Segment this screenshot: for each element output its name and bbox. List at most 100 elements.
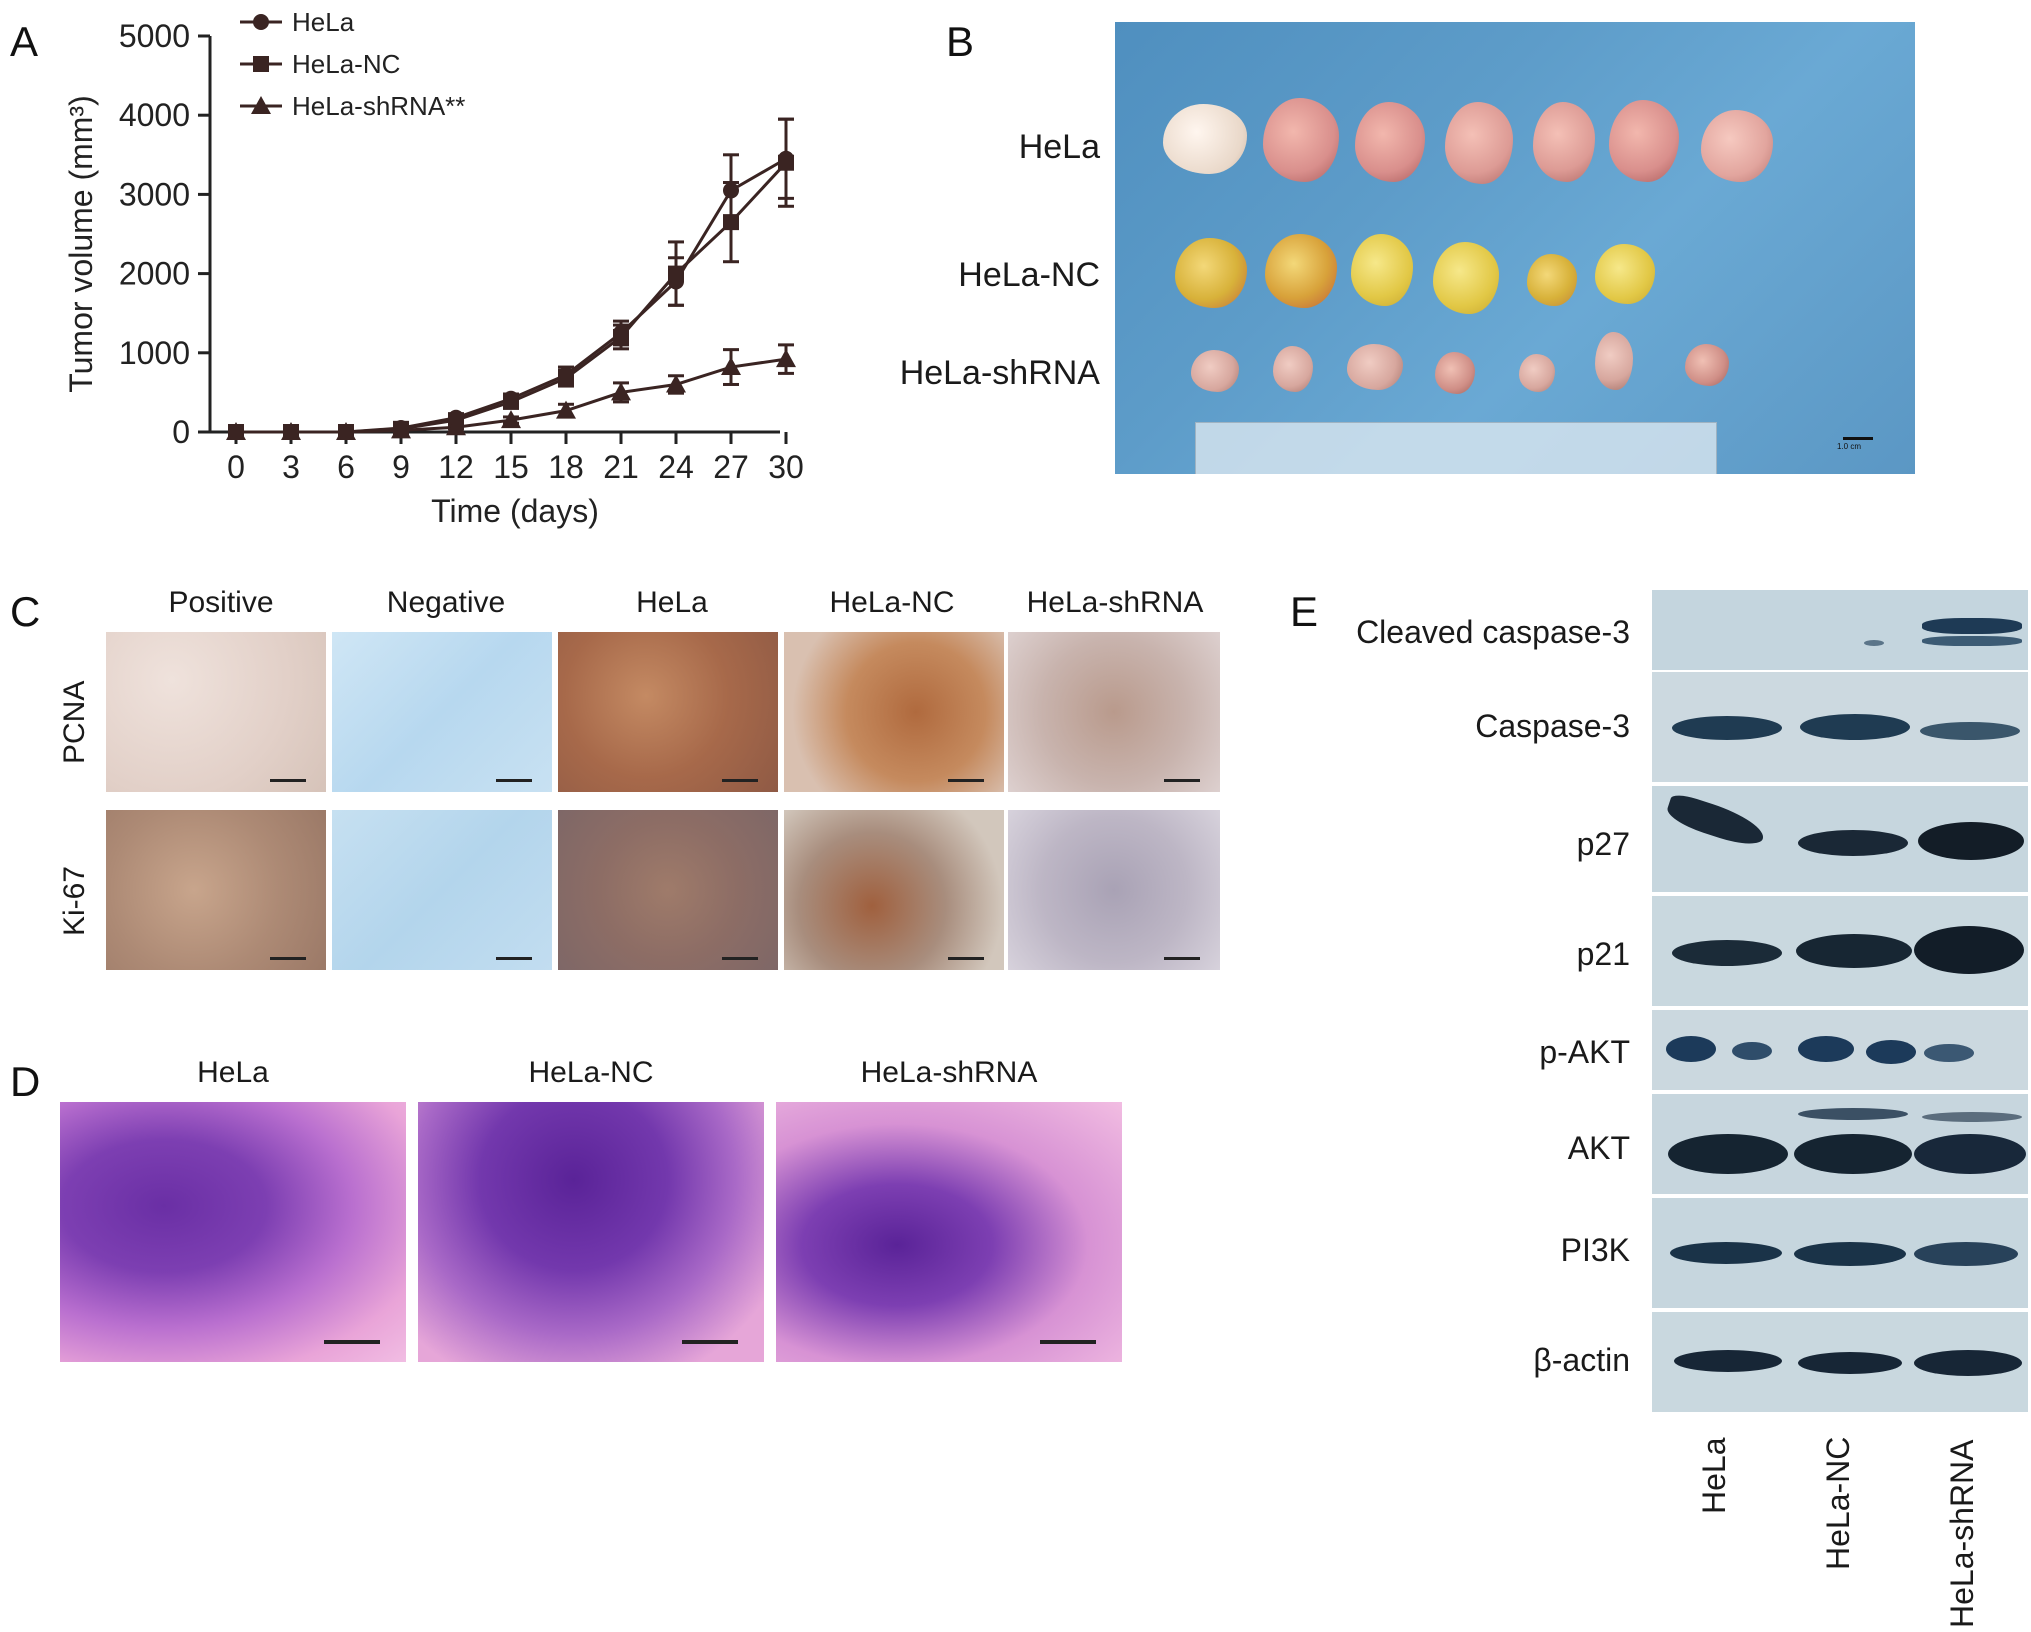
tumor-row-label-shrna: HeLa-shRNA xyxy=(899,354,1100,392)
lane-label-hela-nc: HeLa-NC xyxy=(1820,1436,1856,1570)
he-col-hela-shrna: HeLa-shRNA xyxy=(860,1056,1038,1089)
y-tick-label: 3000 xyxy=(119,176,190,212)
ihc-image xyxy=(558,632,778,792)
he-image xyxy=(60,1102,406,1362)
tumor-hela xyxy=(1163,104,1247,174)
x-tick-label: 6 xyxy=(337,449,355,485)
data-point xyxy=(721,357,741,376)
data-point xyxy=(611,382,631,401)
ihc-row-pcna: PCNA xyxy=(58,680,91,764)
x-tick-label: 3 xyxy=(282,449,300,485)
tumor-hela xyxy=(1263,98,1339,182)
x-axis-label: Time (days) xyxy=(431,493,599,529)
ihc-image xyxy=(332,632,552,792)
y-axis-label: Tumor volume (mm³) xyxy=(63,95,99,392)
tumor-hela-nc xyxy=(1527,254,1577,306)
tumor-row-label-nc: HeLa-NC xyxy=(958,256,1100,294)
data-point xyxy=(723,214,739,231)
ihc-col-hela-shrna: HeLa-shRNA xyxy=(1026,586,1204,619)
x-tick-label: 12 xyxy=(438,449,474,485)
x-tick-label: 0 xyxy=(227,449,245,485)
tumor-row-label-hela: HeLa xyxy=(1018,128,1100,166)
y-tick-label: 0 xyxy=(172,414,190,450)
lane-label-hela-shrna: HeLa-shRNA xyxy=(1944,1439,1980,1628)
ihc-col-negative: Negative xyxy=(386,586,506,619)
x-tick-label: 30 xyxy=(768,449,804,485)
data-point xyxy=(558,370,574,387)
tumor-hela-shrna xyxy=(1273,346,1313,392)
ihc-col-hela: HeLa xyxy=(636,586,708,619)
data-point xyxy=(391,420,411,439)
ruler xyxy=(1195,422,1717,474)
wb-label-pi3k: PI3K xyxy=(1560,1232,1630,1268)
blot-pi3k xyxy=(1652,1198,2028,1308)
legend-marker xyxy=(253,14,269,30)
tumor-hela xyxy=(1533,102,1595,182)
wb-label-beta-actin: β-actin xyxy=(1533,1342,1630,1378)
ihc-row-ki67: Ki-67 xyxy=(58,865,91,936)
wb-label-p27: p27 xyxy=(1576,826,1630,862)
y-tick-label: 5000 xyxy=(119,18,190,54)
blot-beta-actin xyxy=(1652,1312,2028,1412)
ihc-image xyxy=(784,632,1004,792)
legend-marker xyxy=(253,56,269,72)
x-tick-label: 27 xyxy=(713,449,749,485)
ihc-image xyxy=(332,810,552,970)
blot-p21 xyxy=(1652,896,2028,1006)
panel-label-a: A xyxy=(10,18,39,65)
blot-caspase3 xyxy=(1652,672,2028,782)
excised-tumors-photo: 1.0 cm xyxy=(1115,22,1915,474)
ihc-col-hela-nc: HeLa-NC xyxy=(829,586,955,619)
scale-bar-label: 1.0 cm xyxy=(1837,442,1862,451)
he-image xyxy=(418,1102,764,1362)
tumor-hela-shrna xyxy=(1519,354,1555,392)
x-tick-label: 21 xyxy=(603,449,639,485)
wb-label-p-akt: p-AKT xyxy=(1539,1034,1630,1070)
panel-label-b: B xyxy=(946,18,975,65)
data-point xyxy=(336,422,356,440)
data-point xyxy=(778,154,794,171)
ihc-image xyxy=(784,810,1004,970)
tumor-hela-nc xyxy=(1433,242,1499,314)
blot-p-akt xyxy=(1652,1010,2028,1090)
blot-p27 xyxy=(1652,786,2028,892)
tumor-hela-shrna xyxy=(1685,344,1729,386)
tumor-hela-nc xyxy=(1175,238,1247,308)
x-tick-label: 15 xyxy=(493,449,529,485)
wb-label-caspase3: Caspase-3 xyxy=(1475,708,1630,744)
legend-label: HeLa xyxy=(292,7,355,37)
tumor-hela-shrna xyxy=(1191,350,1239,392)
blot-cleaved-caspase3 xyxy=(1652,590,2028,670)
tumor-volume-chart: 0 1000 2000 3000 4000 5000 0 3 6 9 12 15 18 21 24 27 30 T… xyxy=(63,7,804,529)
legend-label: HeLa-shRNA** xyxy=(292,91,465,121)
data-point xyxy=(776,349,796,368)
tumor-hela-shrna xyxy=(1347,344,1403,390)
tumor-hela-shrna xyxy=(1595,332,1633,390)
panel-label-d: D xyxy=(10,1058,41,1105)
tumor-hela xyxy=(1701,110,1773,182)
ihc-image xyxy=(106,632,326,792)
wb-label-p21: p21 xyxy=(1576,936,1630,972)
x-tick-label: 24 xyxy=(658,449,694,485)
tumor-hela-nc xyxy=(1265,234,1337,308)
ihc-image xyxy=(558,810,778,970)
data-point xyxy=(666,374,686,393)
ihc-image xyxy=(1008,810,1220,970)
panel-label-e: E xyxy=(1290,588,1319,635)
wb-label-cleaved-caspase3: Cleaved caspase-3 xyxy=(1356,614,1630,650)
wb-label-akt: AKT xyxy=(1567,1130,1630,1166)
data-point xyxy=(281,422,301,440)
he-image xyxy=(776,1102,1122,1362)
ihc-image xyxy=(1008,632,1220,792)
data-point xyxy=(668,265,684,282)
he-col-hela-nc: HeLa-NC xyxy=(528,1056,654,1089)
y-tick-label: 2000 xyxy=(119,256,190,292)
data-point xyxy=(501,410,521,429)
data-point xyxy=(613,328,629,345)
ihc-col-positive: Positive xyxy=(168,586,274,619)
he-col-hela: HeLa xyxy=(197,1056,269,1089)
tumor-hela-nc xyxy=(1351,234,1413,306)
ihc-image xyxy=(106,810,326,970)
legend-label: HeLa-NC xyxy=(292,49,400,79)
blot-akt xyxy=(1652,1094,2028,1194)
